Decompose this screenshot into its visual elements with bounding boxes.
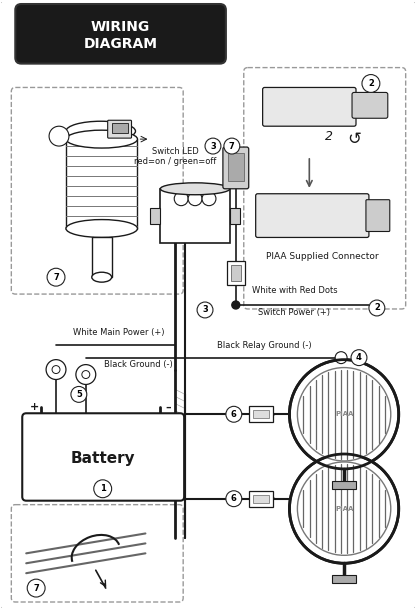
Bar (151, 207, 160, 223)
Circle shape (297, 368, 391, 461)
FancyBboxPatch shape (15, 4, 226, 63)
Text: 2: 2 (374, 304, 380, 312)
Circle shape (290, 360, 399, 469)
Circle shape (76, 365, 96, 384)
Circle shape (94, 480, 111, 498)
Text: White with Red Dots: White with Red Dots (252, 286, 337, 295)
Text: Black Relay Ground (-): Black Relay Ground (-) (217, 341, 312, 350)
Circle shape (202, 192, 216, 206)
Circle shape (290, 454, 399, 563)
Text: 1: 1 (100, 484, 106, 493)
FancyBboxPatch shape (249, 491, 272, 507)
FancyBboxPatch shape (249, 406, 272, 422)
FancyBboxPatch shape (366, 199, 390, 231)
Bar (92, 237, 111, 277)
FancyBboxPatch shape (256, 194, 369, 237)
Circle shape (47, 268, 65, 286)
Text: 7: 7 (229, 142, 235, 151)
Bar (228, 153, 244, 181)
FancyBboxPatch shape (262, 87, 356, 126)
FancyBboxPatch shape (111, 123, 128, 133)
Text: Black Ground (-): Black Ground (-) (104, 360, 173, 368)
Ellipse shape (66, 220, 137, 237)
Circle shape (49, 126, 69, 146)
Circle shape (226, 491, 242, 507)
Text: –: – (166, 403, 171, 412)
Text: ↺: ↺ (347, 130, 361, 148)
FancyBboxPatch shape (11, 504, 183, 602)
Bar (231, 265, 241, 281)
Text: WIRING
DIAGRAM: WIRING DIAGRAM (84, 20, 158, 51)
Circle shape (52, 365, 60, 373)
Circle shape (362, 74, 380, 93)
Circle shape (297, 462, 391, 555)
Circle shape (71, 387, 87, 403)
FancyBboxPatch shape (223, 147, 249, 188)
Text: 6: 6 (231, 494, 237, 503)
Circle shape (224, 138, 240, 154)
Bar (66, 139, 137, 229)
Bar (332, 481, 356, 489)
Circle shape (226, 406, 242, 422)
Text: 7: 7 (33, 584, 39, 592)
Text: 2: 2 (325, 130, 333, 143)
Text: White Main Power (+): White Main Power (+) (73, 328, 164, 337)
Text: 5: 5 (76, 390, 82, 399)
Ellipse shape (92, 272, 111, 282)
Text: 6: 6 (231, 410, 237, 419)
Text: PIAA: PIAA (335, 411, 353, 417)
Circle shape (205, 138, 221, 154)
Bar (253, 411, 269, 418)
Text: 3: 3 (202, 306, 208, 315)
Bar (160, 188, 230, 243)
Text: PIAA Supplied Connector: PIAA Supplied Connector (266, 253, 379, 261)
Ellipse shape (66, 130, 137, 148)
Text: 7: 7 (53, 273, 59, 282)
Ellipse shape (160, 183, 230, 195)
Circle shape (82, 370, 90, 379)
Text: 4: 4 (356, 353, 362, 362)
FancyBboxPatch shape (227, 261, 245, 285)
Bar (230, 207, 240, 223)
Circle shape (27, 579, 45, 597)
FancyBboxPatch shape (108, 120, 131, 138)
Circle shape (351, 350, 367, 365)
Bar (332, 575, 356, 583)
FancyBboxPatch shape (11, 87, 183, 294)
Circle shape (197, 302, 213, 318)
Text: Battery: Battery (70, 451, 135, 467)
Bar (253, 495, 269, 503)
Text: 3: 3 (210, 142, 216, 151)
Text: Switch Power (+): Switch Power (+) (258, 308, 330, 317)
Ellipse shape (66, 121, 136, 141)
Circle shape (46, 360, 66, 379)
Circle shape (232, 301, 240, 309)
Circle shape (188, 192, 202, 206)
Circle shape (335, 352, 347, 364)
Circle shape (174, 192, 188, 206)
Text: Switch LED
red=on / green=off: Switch LED red=on / green=off (134, 146, 216, 166)
Text: PIAA: PIAA (335, 506, 353, 512)
Text: +: + (30, 403, 39, 412)
FancyBboxPatch shape (22, 413, 184, 501)
Text: 2: 2 (368, 79, 374, 88)
FancyBboxPatch shape (244, 68, 406, 309)
FancyBboxPatch shape (352, 93, 388, 118)
Circle shape (369, 300, 385, 316)
